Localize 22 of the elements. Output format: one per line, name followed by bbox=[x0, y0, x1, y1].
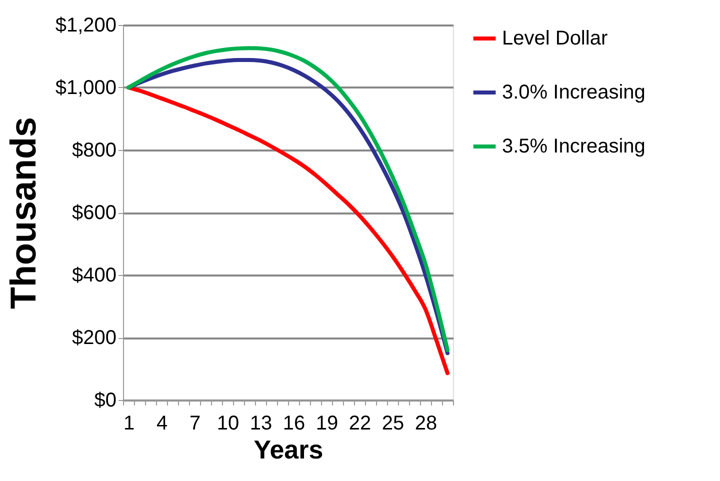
x-tick-label: 1 bbox=[123, 412, 135, 434]
y-tick-label: $200 bbox=[72, 327, 116, 349]
legend-label: 3.0% Increasing bbox=[502, 82, 646, 104]
x-tick-label: 25 bbox=[382, 412, 404, 434]
y-tick-label: $1,200 bbox=[55, 14, 116, 36]
x-tick-label: 13 bbox=[250, 412, 272, 434]
y-tick-label: $800 bbox=[72, 140, 116, 162]
x-tick-label: 16 bbox=[282, 412, 306, 434]
y-tick-label: $1,000 bbox=[55, 77, 116, 99]
x-tick-label: 10 bbox=[216, 412, 240, 434]
x-tick-label: 28 bbox=[414, 412, 438, 434]
x-axis-title: Years bbox=[254, 434, 324, 464]
x-tick-label: 7 bbox=[189, 412, 201, 434]
x-tick-label: 22 bbox=[348, 412, 372, 434]
x-tick-label: 4 bbox=[156, 412, 168, 434]
x-tick-label: 19 bbox=[316, 412, 338, 434]
y-tick-label: $400 bbox=[72, 264, 116, 286]
y-tick-label: $0 bbox=[94, 390, 116, 412]
legend-label: Level Dollar bbox=[502, 28, 608, 50]
legend-label: 3.5% Increasing bbox=[502, 136, 646, 158]
y-tick-label: $600 bbox=[72, 202, 116, 224]
y-axis-title: Thousands bbox=[2, 116, 44, 310]
